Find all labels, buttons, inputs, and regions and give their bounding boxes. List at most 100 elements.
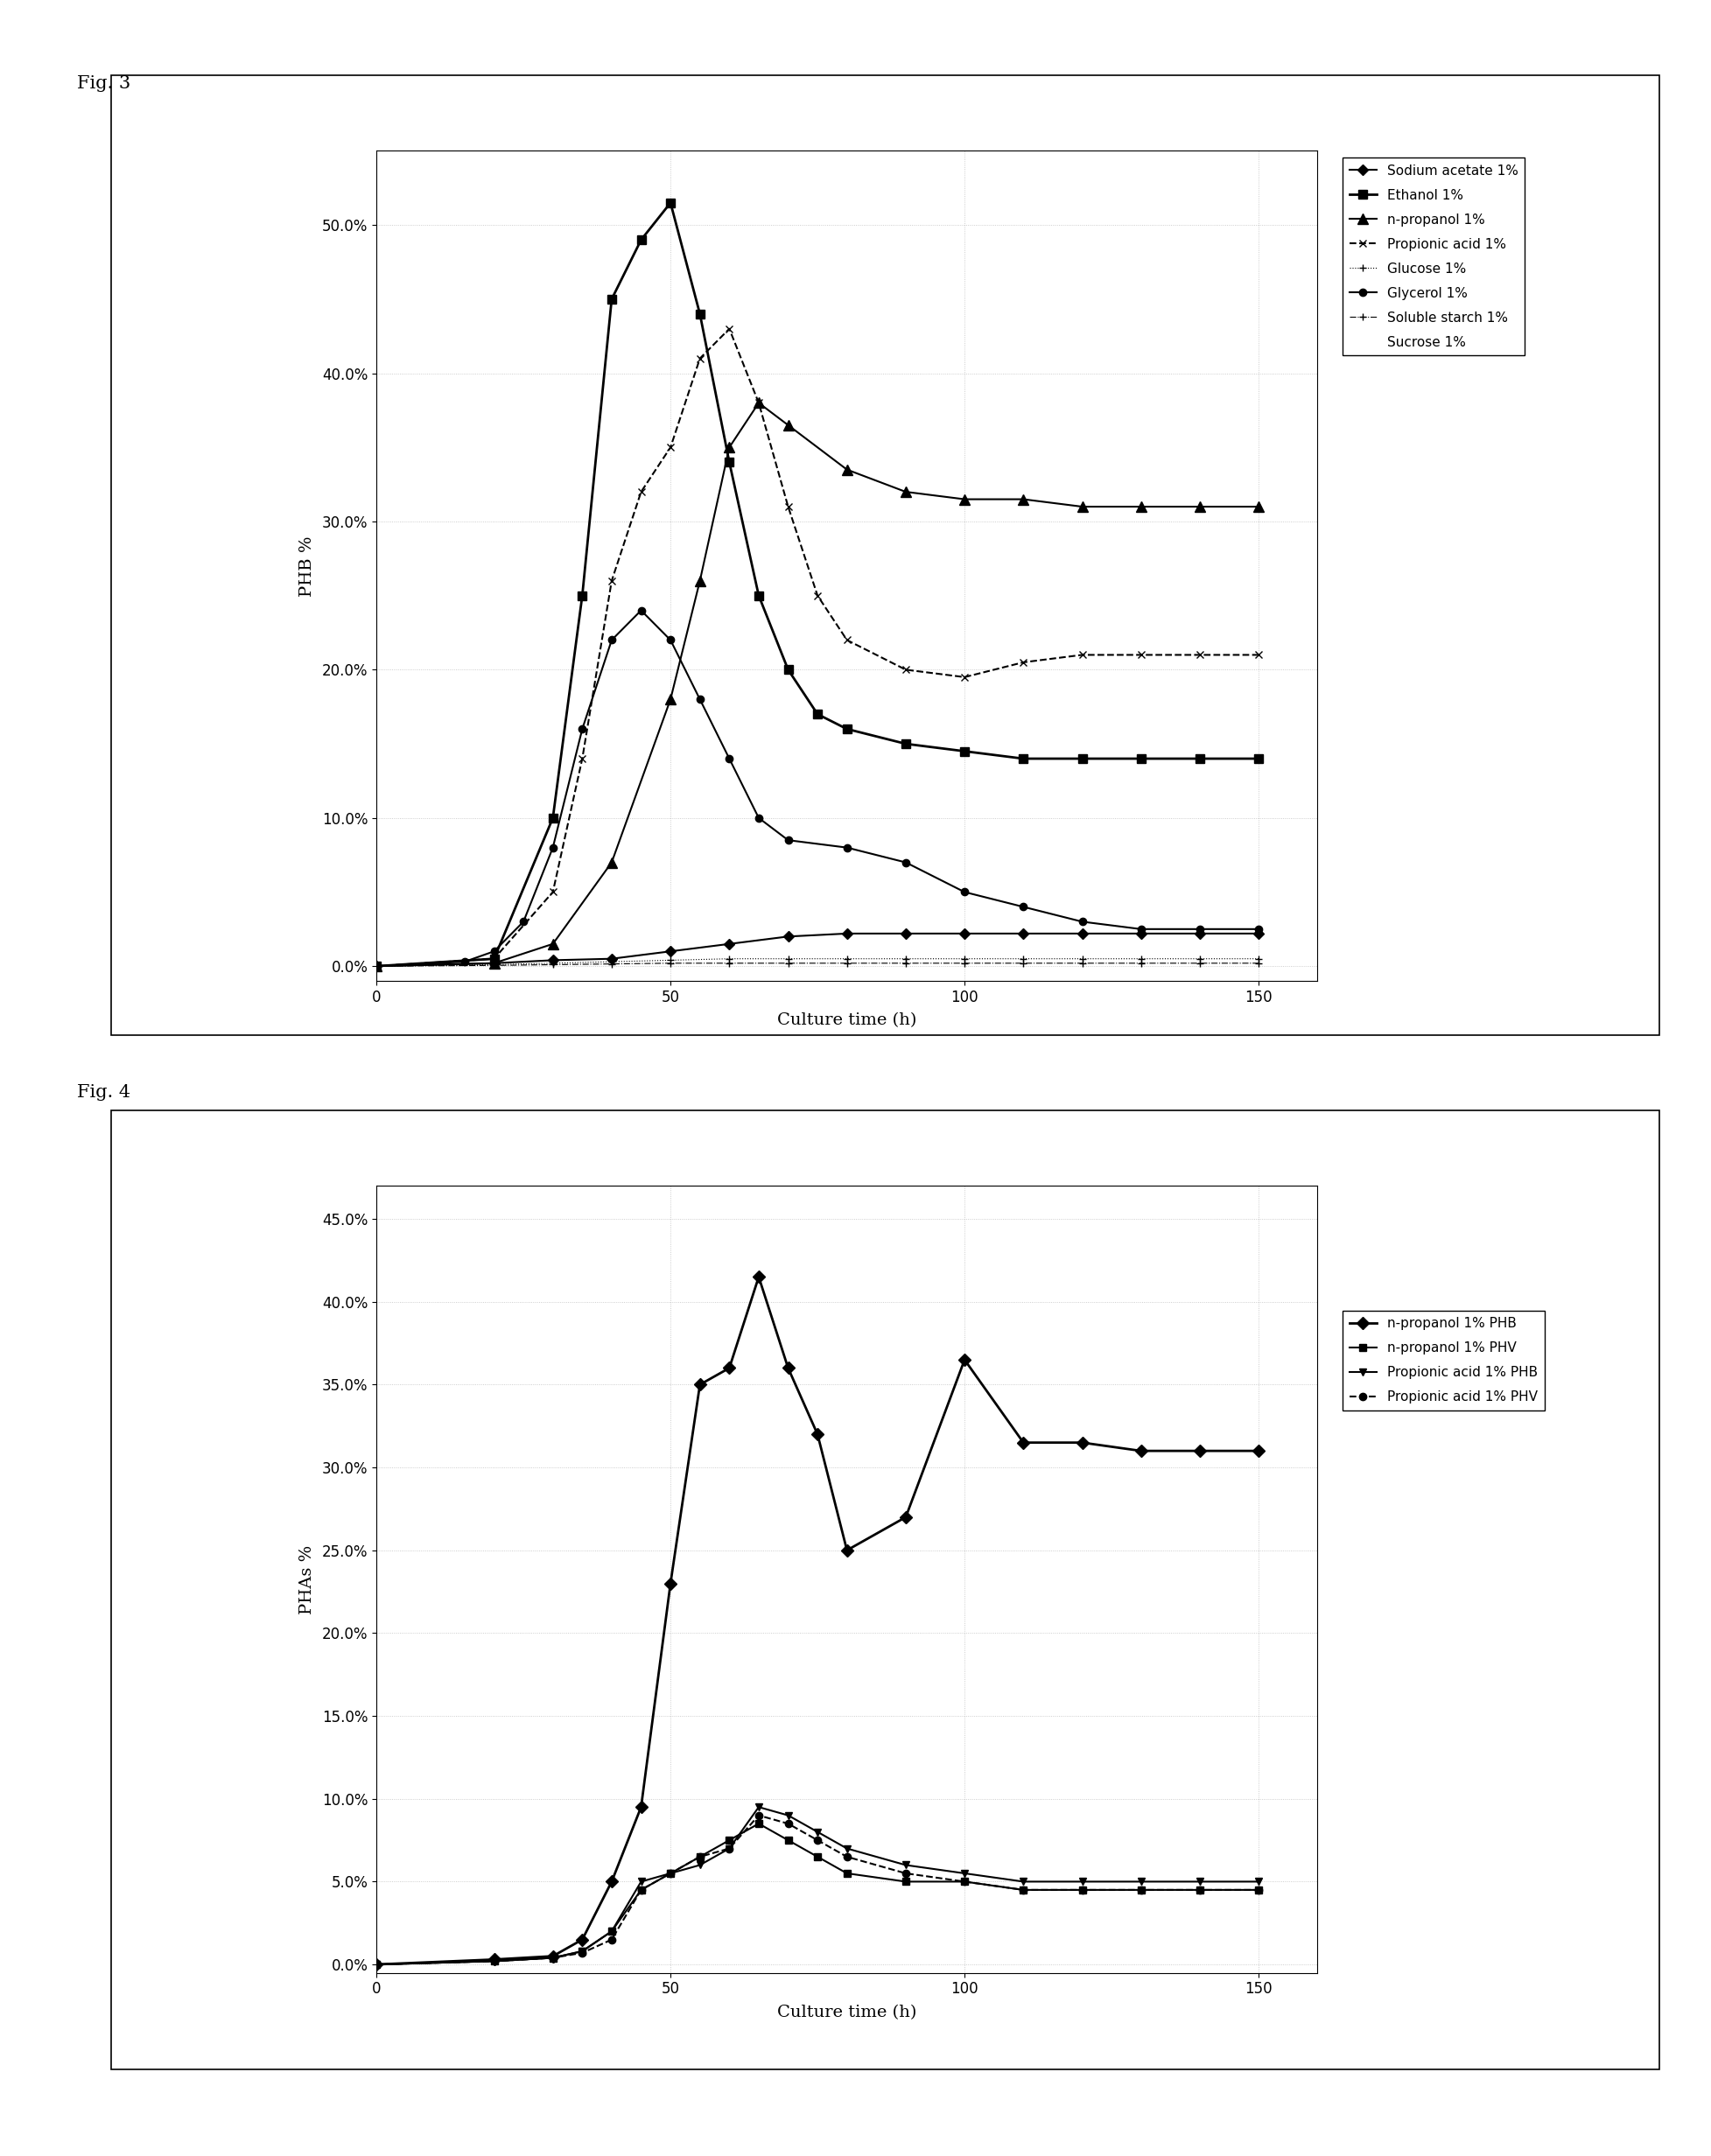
n-propanol 1% PHV xyxy=(808,1843,828,1869)
Glycerol 1% xyxy=(719,746,739,772)
Ethanol 1% xyxy=(1071,746,1092,772)
Line: n-propanol 1%: n-propanol 1% xyxy=(371,399,1263,970)
Sodium acetate 1% xyxy=(1013,921,1033,946)
Glycerol 1% xyxy=(602,627,623,653)
n-propanol 1% PHV xyxy=(895,1869,915,1895)
Propionic acid 1% xyxy=(808,582,828,608)
Line: n-propanol 1% PHV: n-propanol 1% PHV xyxy=(373,1820,1263,1968)
Y-axis label: PHB %: PHB % xyxy=(299,535,315,597)
Propionic acid 1% xyxy=(660,433,681,459)
n-propanol 1% xyxy=(955,487,975,513)
Propionic acid 1% xyxy=(837,627,857,653)
Soluble starch 1% xyxy=(1189,951,1210,977)
Propionic acid 1% xyxy=(1189,642,1210,668)
Propionic acid 1% PHB xyxy=(837,1835,857,1861)
n-propanol 1% xyxy=(1249,494,1270,520)
n-propanol 1% xyxy=(1013,487,1033,513)
n-propanol 1% xyxy=(690,567,710,593)
Ethanol 1% xyxy=(690,302,710,328)
Propionic acid 1% PHB xyxy=(602,1919,623,1945)
Glycerol 1% xyxy=(1013,895,1033,921)
Propionic acid 1% PHB xyxy=(660,1861,681,1886)
Propionic acid 1% PHV xyxy=(366,1951,387,1977)
Propionic acid 1% xyxy=(719,317,739,343)
Line: n-propanol 1% PHB: n-propanol 1% PHB xyxy=(373,1272,1263,1968)
Glucose 1% xyxy=(660,946,681,972)
Ethanol 1% xyxy=(779,658,799,683)
Propionic acid 1% PHB xyxy=(1071,1869,1092,1895)
Glycerol 1% xyxy=(660,627,681,653)
Propionic acid 1% PHV xyxy=(1131,1878,1152,1904)
Soluble starch 1% xyxy=(1249,951,1270,977)
Ethanol 1% xyxy=(1189,746,1210,772)
Line: Sodium acetate 1%: Sodium acetate 1% xyxy=(373,929,1263,970)
Propionic acid 1% PHV xyxy=(748,1802,768,1828)
n-propanol 1% PHB xyxy=(895,1505,915,1531)
n-propanol 1% PHV xyxy=(779,1828,799,1854)
Propionic acid 1% PHV xyxy=(631,1878,652,1904)
Propionic acid 1% PHB xyxy=(571,1938,592,1964)
Glucose 1% xyxy=(779,946,799,972)
Propionic acid 1% xyxy=(542,880,563,906)
n-propanol 1% PHV xyxy=(571,1938,592,1964)
Propionic acid 1% PHV xyxy=(1071,1878,1092,1904)
Ethanol 1% xyxy=(660,190,681,216)
Line: Propionic acid 1%: Propionic acid 1% xyxy=(373,326,1263,970)
n-propanol 1% PHV xyxy=(690,1843,710,1869)
Glycerol 1% xyxy=(1249,916,1270,942)
Ethanol 1% xyxy=(1131,746,1152,772)
Ethanol 1% xyxy=(1249,746,1270,772)
Sodium acetate 1% xyxy=(895,921,915,946)
n-propanol 1% PHB xyxy=(631,1794,652,1820)
n-propanol 1% xyxy=(542,931,563,957)
Glycerol 1% xyxy=(1071,908,1092,934)
n-propanol 1% PHB xyxy=(366,1951,387,1977)
n-propanol 1% xyxy=(895,479,915,505)
Propionic acid 1% PHV xyxy=(895,1861,915,1886)
Propionic acid 1% PHV xyxy=(484,1949,505,1975)
Sodium acetate 1% xyxy=(542,946,563,972)
Sodium acetate 1% xyxy=(719,931,739,957)
Sodium acetate 1% xyxy=(955,921,975,946)
Glycerol 1% xyxy=(1131,916,1152,942)
n-propanol 1% PHV xyxy=(1249,1878,1270,1904)
Ethanol 1% xyxy=(748,582,768,608)
n-propanol 1% PHB xyxy=(955,1348,975,1373)
Glycerol 1% xyxy=(366,953,387,979)
Ethanol 1% xyxy=(542,804,563,830)
Glucose 1% xyxy=(837,946,857,972)
Soluble starch 1% xyxy=(719,951,739,977)
n-propanol 1% PHB xyxy=(660,1570,681,1595)
Sodium acetate 1% xyxy=(660,938,681,964)
n-propanol 1% PHV xyxy=(955,1869,975,1895)
Propionic acid 1% PHB xyxy=(779,1802,799,1828)
Sodium acetate 1% xyxy=(779,923,799,949)
Line: Soluble starch 1%: Soluble starch 1% xyxy=(373,959,1263,970)
Propionic acid 1% PHV xyxy=(571,1940,592,1966)
Propionic acid 1% PHV xyxy=(602,1927,623,1953)
Propionic acid 1% xyxy=(1071,642,1092,668)
Soluble starch 1% xyxy=(955,951,975,977)
Soluble starch 1% xyxy=(602,951,623,977)
n-propanol 1% xyxy=(484,951,505,977)
Propionic acid 1% PHB xyxy=(690,1852,710,1878)
Glucose 1% xyxy=(1249,946,1270,972)
Propionic acid 1% xyxy=(779,494,799,520)
n-propanol 1% PHV xyxy=(631,1878,652,1904)
n-propanol 1% PHV xyxy=(366,1951,387,1977)
n-propanol 1% PHV xyxy=(602,1919,623,1945)
Propionic acid 1% PHB xyxy=(895,1852,915,1878)
Propionic acid 1% xyxy=(895,658,915,683)
Glucose 1% xyxy=(602,949,623,975)
Propionic acid 1% xyxy=(1131,642,1152,668)
n-propanol 1% xyxy=(719,433,739,459)
Glycerol 1% xyxy=(631,597,652,623)
Propionic acid 1% PHB xyxy=(631,1869,652,1895)
Propionic acid 1% PHV xyxy=(779,1811,799,1837)
Ethanol 1% xyxy=(895,731,915,757)
Propionic acid 1% PHB xyxy=(1249,1869,1270,1895)
n-propanol 1% PHV xyxy=(660,1861,681,1886)
Propionic acid 1% PHB xyxy=(484,1949,505,1975)
Sodium acetate 1% xyxy=(484,951,505,977)
Glycerol 1% xyxy=(690,686,710,711)
